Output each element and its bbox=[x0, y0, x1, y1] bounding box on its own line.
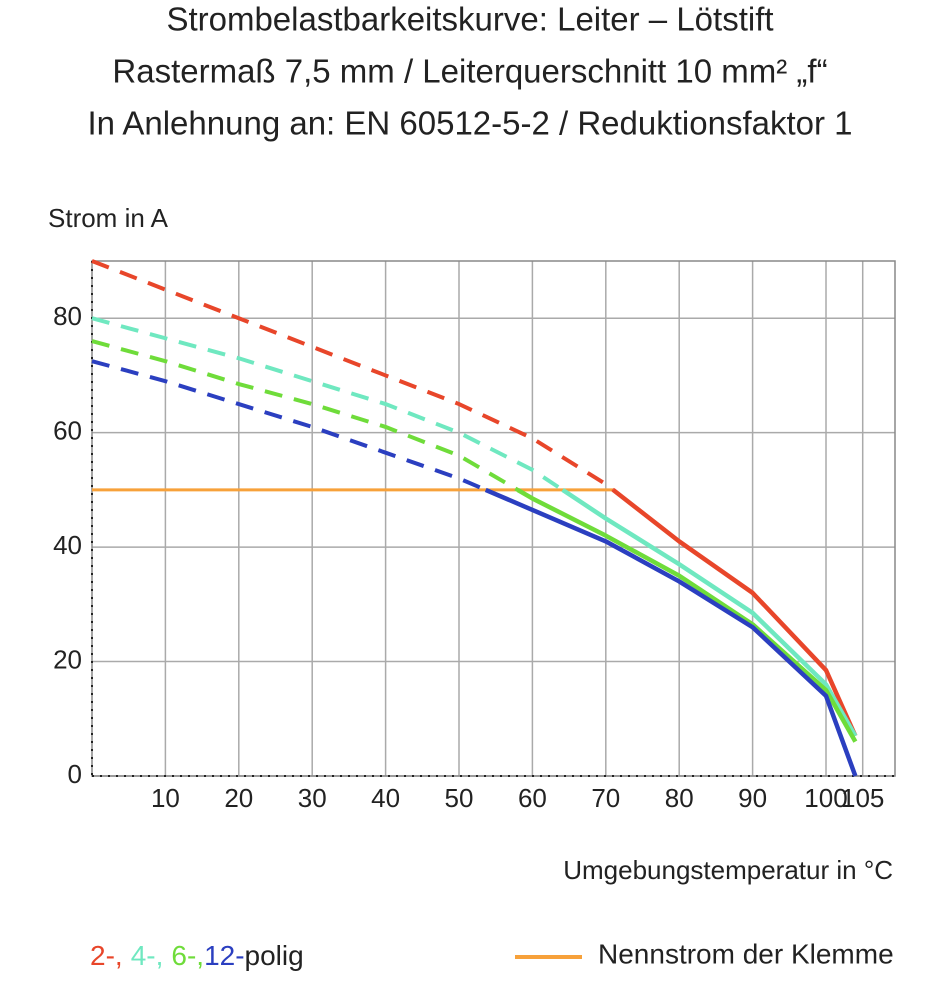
series-line bbox=[516, 487, 858, 743]
chart-title: Strombelastbarkeitskurve: Leiter – Lötst… bbox=[166, 1, 773, 38]
legend-entry: 4-, bbox=[131, 940, 164, 971]
x-tick-label: 80 bbox=[665, 783, 694, 813]
legend-entry: 6-, bbox=[171, 940, 204, 971]
y-tick-label: 40 bbox=[53, 530, 82, 560]
chart-subtitle: Rastermaß 7,5 mm / Leiterquerschnitt 10 … bbox=[112, 53, 827, 90]
legend-suffix: polig bbox=[245, 940, 304, 971]
series-line bbox=[561, 488, 858, 738]
x-tick-label: 50 bbox=[445, 783, 474, 813]
plot-frame bbox=[91, 260, 896, 777]
x-tick-label: 10 bbox=[151, 783, 180, 813]
legend: 2-, 4-, 6-,12-polig bbox=[90, 940, 304, 971]
legend-entry: 12- bbox=[204, 940, 244, 971]
y-tick-label: 80 bbox=[53, 301, 82, 331]
series-line-dashed bbox=[91, 316, 564, 492]
series-line bbox=[611, 488, 858, 737]
series-line bbox=[484, 487, 858, 777]
x-tick-label: 40 bbox=[371, 783, 400, 813]
legend-entry: 2-, bbox=[90, 940, 123, 971]
x-tick-label: 100 bbox=[804, 783, 847, 813]
x-tick-label: 30 bbox=[298, 783, 327, 813]
y-tick-label: 20 bbox=[53, 644, 82, 674]
y-tick-label: 0 bbox=[68, 759, 82, 789]
x-tick-label: 60 bbox=[518, 783, 547, 813]
series-line-dashed bbox=[91, 259, 615, 492]
chart-subtitle: In Anlehnung an: EN 60512-5-2 / Reduktio… bbox=[87, 105, 852, 142]
x-tick-label: 70 bbox=[591, 783, 620, 813]
y-axis-label: Strom in A bbox=[48, 203, 169, 233]
series-line-dashed bbox=[91, 359, 487, 492]
x-tick-label: 90 bbox=[738, 783, 767, 813]
x-tick-label: 105 bbox=[841, 783, 884, 813]
legend-entry: Nennstrom der Klemme bbox=[598, 938, 894, 969]
series-line-dashed bbox=[91, 339, 519, 492]
y-tick-label: 60 bbox=[53, 416, 82, 446]
x-tick-label: 20 bbox=[224, 783, 253, 813]
x-axis-label: Umgebungstemperatur in °C bbox=[563, 855, 893, 885]
